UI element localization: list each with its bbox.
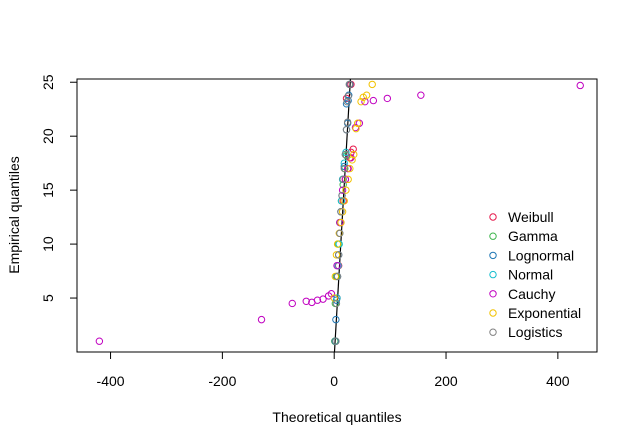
data-point (339, 175, 347, 184)
y-tick-label: 10 (40, 236, 56, 252)
x-axis-label: Theoretical quantiles (272, 409, 401, 425)
legend-marker (489, 251, 497, 260)
legend-marker (489, 232, 497, 240)
data-point (343, 97, 351, 106)
y-tick-label: 20 (40, 128, 56, 144)
plot-frame (76, 78, 598, 353)
data-point (352, 124, 360, 133)
x-tick-label: 400 (546, 373, 570, 389)
y-tick-label: 25 (40, 74, 56, 90)
data-point (257, 315, 266, 324)
data-point (417, 91, 425, 99)
data-point (340, 164, 348, 173)
data-points (95, 80, 584, 345)
data-point (95, 337, 104, 345)
legend-label: Logistics (508, 324, 562, 340)
data-point (336, 229, 344, 238)
data-point (576, 81, 584, 90)
data-point (302, 297, 310, 305)
data-point (349, 145, 357, 153)
legend-label: Normal (508, 267, 553, 283)
data-point (333, 294, 341, 302)
y-tick-label: 5 (40, 294, 56, 302)
data-point (341, 175, 350, 184)
data-point (337, 218, 345, 227)
x-tick-label: 0 (330, 373, 338, 389)
data-point (348, 156, 356, 164)
data-point (342, 126, 351, 134)
series-cauchy (95, 81, 584, 345)
x-tick-label: -200 (208, 373, 236, 389)
data-point (369, 96, 378, 105)
data-point (333, 240, 342, 248)
data-point (334, 251, 343, 259)
data-point (337, 197, 346, 205)
legend-marker (489, 213, 497, 221)
y-axis: 5 10 15 20 25 (40, 74, 77, 302)
legend-marker (489, 328, 497, 336)
data-point (341, 150, 350, 159)
legend-label: Gamma (508, 228, 558, 244)
data-point (332, 337, 340, 345)
legend: Weibull Gamma Lognormal Normal Cauchy Exponen… (489, 209, 581, 340)
x-tick-label: -400 (97, 373, 125, 389)
data-point (343, 118, 352, 126)
data-point (344, 175, 352, 184)
data-point (333, 272, 342, 281)
data-point (346, 164, 354, 173)
data-point (350, 150, 358, 159)
data-point (344, 96, 352, 105)
data-point (288, 299, 296, 308)
legend-label: Weibull (508, 209, 554, 225)
data-point (332, 315, 340, 324)
x-tick-label: 200 (434, 373, 458, 389)
legend-label: Exponential (508, 305, 581, 321)
series-exponential (330, 80, 376, 302)
legend-label: Cauchy (508, 286, 555, 302)
data-point (357, 97, 365, 106)
data-point (338, 186, 347, 194)
data-point (332, 299, 341, 308)
data-point (331, 272, 340, 281)
data-point (353, 119, 362, 127)
data-point (319, 295, 327, 303)
data-point (368, 80, 376, 89)
legend-marker (489, 270, 497, 279)
data-point (342, 186, 350, 194)
legend-marker (489, 290, 497, 298)
data-point (313, 296, 322, 304)
data-point (342, 151, 351, 160)
series-logistics (332, 80, 354, 345)
data-point (344, 92, 352, 100)
legend-marker (489, 309, 497, 317)
y-tick-label: 15 (40, 182, 56, 198)
data-point (362, 91, 371, 99)
data-point (333, 261, 341, 270)
y-axis-label: Empirical quantiles (6, 156, 22, 274)
data-point (338, 191, 346, 200)
legend-label: Lognormal (508, 247, 574, 263)
x-axis: -400 -200 0 200 400 (97, 352, 570, 389)
data-point (337, 208, 345, 216)
data-point (340, 159, 348, 167)
data-point (345, 80, 354, 89)
data-point (332, 251, 341, 259)
data-point (383, 94, 392, 103)
